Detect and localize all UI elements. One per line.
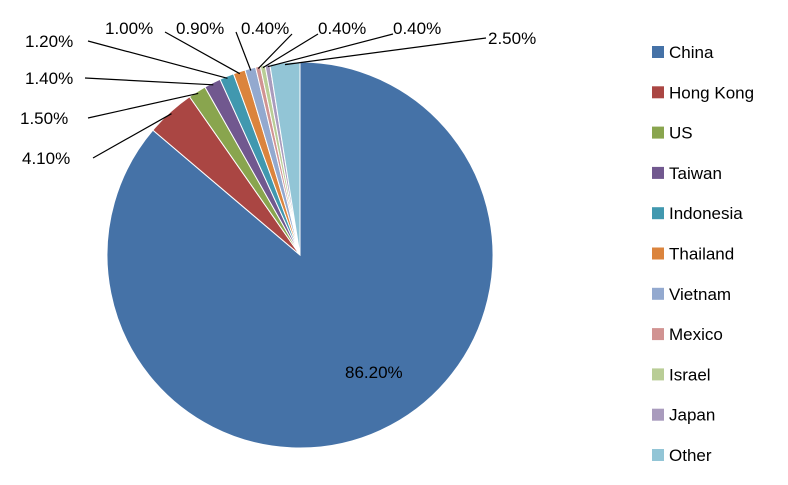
data-label-mexico: 0.40% — [241, 19, 289, 38]
legend-label-us: US — [669, 124, 693, 143]
legend-swatch-indonesia — [652, 207, 664, 220]
legend-swatch-other — [652, 449, 664, 461]
legend-swatch-mexico — [652, 328, 664, 341]
data-label-indonesia: 1.20% — [25, 32, 73, 51]
leader-line-us — [87, 92, 199, 119]
leader-line-japan — [267, 33, 394, 68]
legend-swatch-us — [652, 126, 664, 139]
legend-swatch-israel — [652, 368, 664, 381]
leader-line-vietnam — [235, 31, 252, 71]
legend-label-china: China — [669, 43, 714, 62]
leader-line-indonesia — [87, 40, 228, 79]
data-label-vietnam: 0.90% — [176, 19, 224, 38]
legend-label-israel: Israel — [669, 365, 711, 384]
leader-lines — [84, 31, 487, 159]
data-label-israel: 0.40% — [318, 19, 366, 38]
data-label-us: 1.50% — [20, 109, 68, 128]
leader-line-other — [284, 37, 487, 66]
legend-label-vietnam: Vietnam — [669, 285, 731, 304]
legend-label-other: Other — [669, 446, 712, 465]
legend-swatch-taiwan — [652, 166, 664, 179]
leader-line-taiwan — [84, 77, 214, 86]
data-label-hong-kong: 4.10% — [22, 149, 70, 168]
legend-label-indonesia: Indonesia — [669, 204, 743, 223]
legend-label-japan: Japan — [669, 406, 715, 425]
pie-slices — [106, 61, 494, 449]
data-label-china: 86.20% — [345, 363, 403, 382]
data-label-japan: 0.40% — [393, 19, 441, 38]
legend-label-taiwan: Taiwan — [669, 164, 722, 183]
leader-line-hong-kong — [92, 113, 172, 159]
leader-line-mexico — [257, 33, 293, 70]
data-label-thailand: 1.00% — [105, 19, 153, 38]
legend-label-mexico: Mexico — [669, 325, 723, 344]
legend-label-thailand: Thailand — [669, 245, 734, 264]
legend-swatch-japan — [652, 408, 664, 421]
leader-line-israel — [262, 33, 319, 69]
leader-line-thailand — [164, 31, 241, 75]
legend-swatch-vietnam — [652, 287, 664, 300]
data-label-taiwan: 1.40% — [25, 69, 73, 88]
legend-label-hong-kong: Hong Kong — [669, 83, 754, 102]
legend-swatch-thailand — [652, 247, 664, 260]
legend-swatch-hong-kong — [652, 86, 664, 99]
legend-swatch-china — [652, 46, 664, 58]
data-labels: 86.20% 4.10% 1.50% 1.40% 1.20% 1.00% 0.90% 0.40… — [20, 19, 536, 382]
legend: China Hong Kong US Taiwan Indonesia Thailand V… — [652, 43, 754, 465]
data-label-other: 2.50% — [488, 29, 536, 48]
